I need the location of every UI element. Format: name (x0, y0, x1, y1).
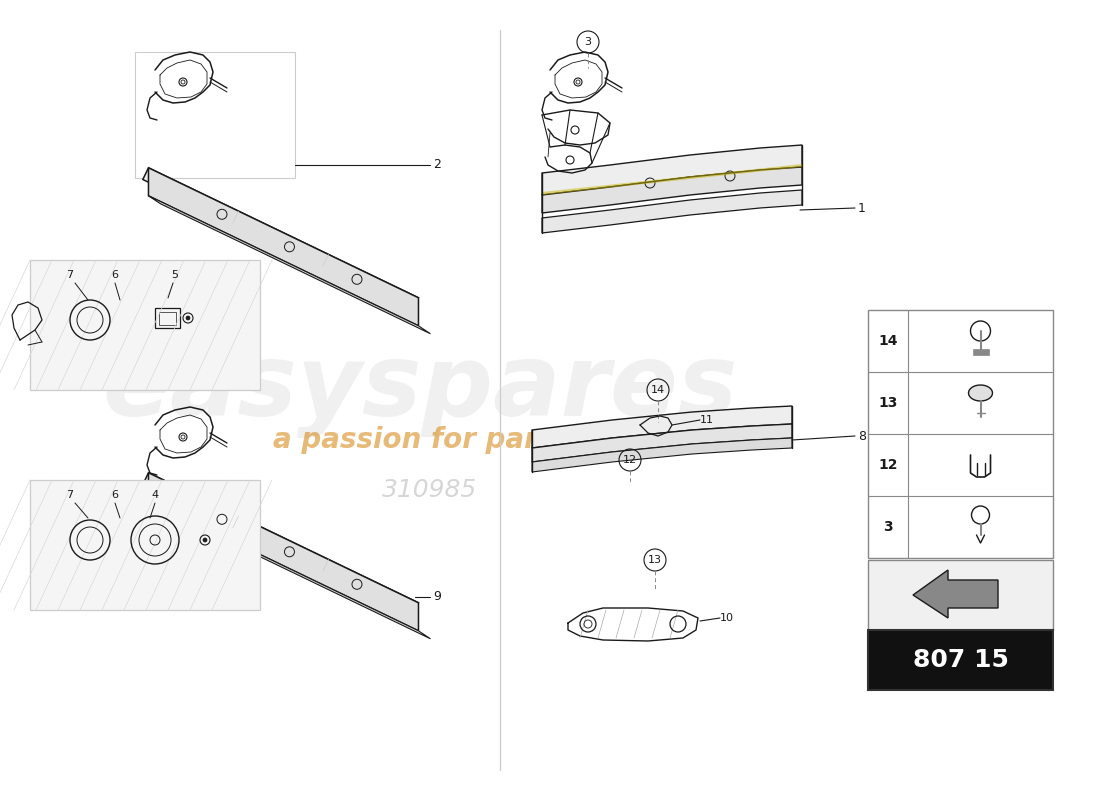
Polygon shape (148, 501, 430, 638)
Polygon shape (143, 473, 418, 614)
Text: 3: 3 (584, 37, 592, 47)
Text: 2: 2 (433, 158, 441, 171)
Text: 6: 6 (111, 270, 119, 280)
Text: 7: 7 (66, 490, 74, 500)
Text: 14: 14 (651, 385, 666, 395)
Text: 13: 13 (878, 396, 898, 410)
Polygon shape (532, 438, 792, 472)
Bar (30, 480, 260, 610)
Bar (135, 52, 295, 178)
Bar (972, 349, 989, 355)
Polygon shape (542, 190, 802, 233)
Text: 7: 7 (66, 270, 74, 280)
Text: 11: 11 (700, 415, 714, 425)
Polygon shape (148, 196, 430, 334)
Circle shape (204, 538, 207, 542)
Text: 807 15: 807 15 (913, 648, 1009, 672)
Text: 8: 8 (858, 430, 866, 442)
Text: 13: 13 (648, 555, 662, 565)
Text: 12: 12 (623, 455, 637, 465)
Polygon shape (143, 168, 418, 310)
Bar (155, 308, 180, 328)
Text: 9: 9 (433, 590, 441, 603)
Text: 3: 3 (883, 520, 893, 534)
Bar (868, 630, 1053, 690)
Polygon shape (532, 406, 792, 448)
Text: 5: 5 (172, 270, 178, 280)
Bar (868, 310, 1053, 558)
Polygon shape (968, 385, 992, 401)
Text: 6: 6 (111, 490, 119, 500)
Text: 10: 10 (720, 613, 734, 623)
Polygon shape (542, 145, 802, 195)
Text: 310985: 310985 (383, 478, 477, 502)
Polygon shape (148, 473, 418, 630)
Polygon shape (542, 167, 802, 213)
Polygon shape (532, 424, 792, 462)
Bar (160, 312, 176, 325)
Polygon shape (148, 168, 418, 326)
Polygon shape (542, 164, 802, 195)
Polygon shape (913, 570, 998, 618)
Circle shape (186, 316, 190, 320)
Text: 14: 14 (878, 334, 898, 348)
Text: a passion for parts: a passion for parts (273, 426, 568, 454)
Text: 12: 12 (878, 458, 898, 472)
Text: easyspares: easyspares (102, 342, 738, 438)
Text: 4: 4 (152, 490, 158, 500)
Text: 1: 1 (858, 202, 866, 214)
Bar (868, 560, 1053, 630)
Bar (30, 260, 260, 390)
